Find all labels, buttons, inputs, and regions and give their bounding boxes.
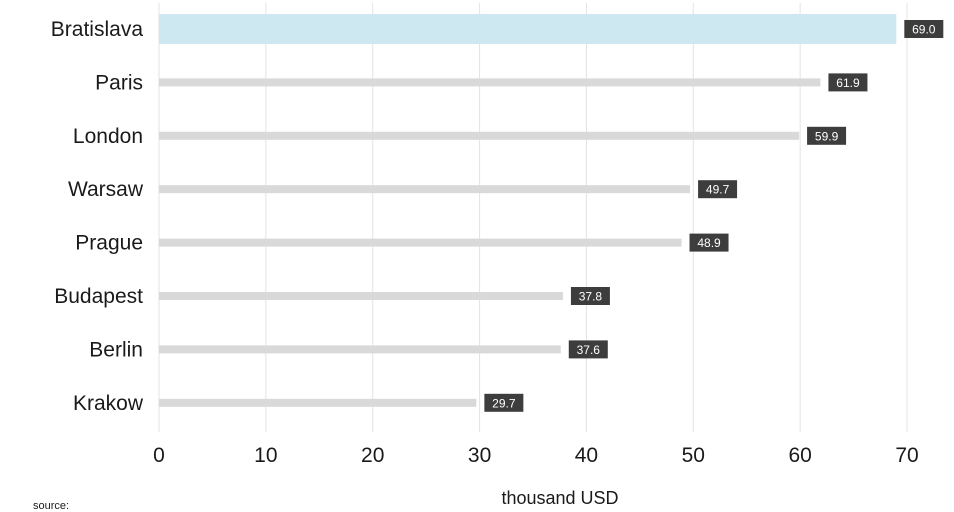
category-label: London — [73, 125, 143, 148]
value-label-box — [807, 126, 847, 145]
value-label: 49.7 — [706, 183, 730, 197]
x-tick-label: 70 — [895, 444, 918, 467]
value-label: 48.9 — [697, 236, 721, 250]
bar — [159, 292, 563, 300]
x-tick-label: 10 — [254, 444, 277, 467]
category-label: Berlin — [89, 338, 143, 361]
value-label: 69.0 — [912, 23, 936, 37]
value-label: 29.7 — [492, 396, 516, 410]
value-label-box — [689, 233, 729, 252]
x-axis-title: thousand USD — [501, 488, 618, 508]
value-label-box — [828, 73, 868, 92]
bar — [159, 185, 691, 194]
value-label: 37.6 — [577, 343, 601, 357]
value-label-box — [484, 393, 524, 412]
category-label: Krakow — [73, 392, 144, 415]
x-tick-label: 60 — [788, 444, 811, 467]
x-tick-label: 40 — [575, 444, 598, 467]
bar — [159, 238, 682, 247]
value-label: 59.9 — [815, 129, 839, 143]
category-label: Paris — [95, 71, 143, 94]
bar — [159, 398, 477, 407]
value-labels: 69.0 61.9 59.9 49.7 48.9 37.8 37.6 29.7 — [484, 20, 944, 412]
x-tick-labels: 0 10 20 30 40 50 60 70 — [153, 444, 919, 467]
category-label: Budapest — [54, 285, 143, 308]
bars — [159, 14, 897, 407]
value-label: 61.9 — [836, 76, 860, 90]
gridlines — [158, 3, 908, 432]
bar — [159, 14, 897, 44]
bar — [159, 78, 821, 87]
x-tick-label: 0 — [153, 444, 165, 467]
value-label-box — [568, 340, 608, 359]
x-tick-label: 20 — [361, 444, 384, 467]
value-label-box — [570, 287, 610, 305]
category-label: Prague — [75, 232, 143, 255]
bar — [159, 345, 561, 354]
value-label-box — [904, 20, 944, 38]
x-tick-label: 50 — [682, 444, 705, 467]
category-label: Warsaw — [68, 178, 144, 201]
value-label-box — [698, 180, 738, 199]
category-labels: Bratislava Paris London Warsaw Prague Budapes… — [51, 18, 144, 415]
category-label: Bratislava — [51, 18, 144, 41]
bar — [159, 131, 800, 140]
source-note: source: — [33, 500, 70, 512]
x-tick-label: 30 — [468, 444, 491, 467]
value-label: 37.8 — [579, 290, 603, 304]
